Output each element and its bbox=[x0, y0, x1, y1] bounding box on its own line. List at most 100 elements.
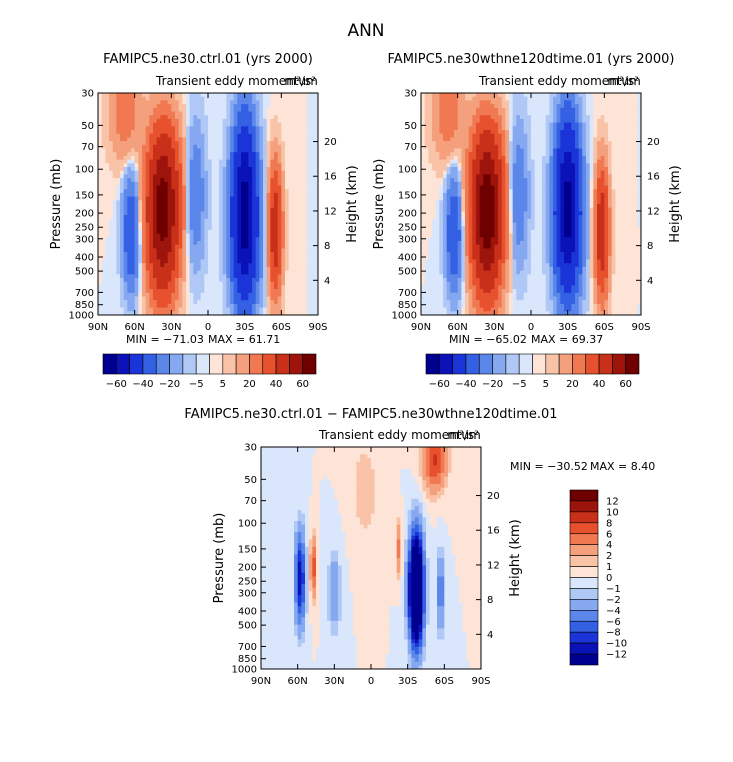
heatmap-cell bbox=[127, 100, 132, 105]
heatmap-cell bbox=[520, 115, 525, 120]
heatmap-cell bbox=[490, 118, 495, 123]
heatmap-cell bbox=[145, 148, 150, 153]
heatmap-cell bbox=[505, 111, 510, 116]
heatmap-cell bbox=[277, 196, 282, 201]
heatmap-cell bbox=[263, 281, 268, 286]
heatmap-cell bbox=[299, 189, 304, 194]
heatmap-cell bbox=[98, 118, 103, 123]
heatmap-cell bbox=[226, 126, 231, 131]
heatmap-cell bbox=[237, 218, 242, 223]
heatmap-cell bbox=[255, 159, 260, 164]
heatmap-cell bbox=[516, 100, 521, 105]
heatmap-cell bbox=[98, 218, 103, 223]
heatmap-cell bbox=[186, 244, 191, 249]
heatmap-cell bbox=[578, 130, 583, 135]
heatmap-cell bbox=[215, 311, 220, 316]
heatmap-cell bbox=[156, 222, 161, 227]
heatmap-cell bbox=[472, 163, 477, 168]
heatmap-cell bbox=[142, 189, 147, 194]
heatmap-cell bbox=[509, 107, 514, 112]
heatmap-cell bbox=[237, 292, 242, 297]
heatmap-cell bbox=[134, 300, 139, 305]
heatmap-cell bbox=[211, 278, 216, 283]
heatmap-cell bbox=[637, 159, 642, 164]
heatmap-cell bbox=[105, 274, 110, 279]
heatmap-cell bbox=[288, 215, 293, 220]
heatmap-cell bbox=[211, 204, 216, 209]
heatmap-cell bbox=[483, 148, 488, 153]
heatmap-cell bbox=[611, 93, 616, 98]
heatmap-cell bbox=[215, 259, 220, 264]
heatmap-cell bbox=[307, 163, 312, 168]
heatmap-cell bbox=[252, 96, 257, 101]
heatmap-cell bbox=[255, 96, 260, 101]
heatmap-cell bbox=[542, 96, 547, 101]
heatmap-cell bbox=[186, 296, 191, 301]
heatmap-cell bbox=[288, 303, 293, 308]
heatmap-cell bbox=[120, 178, 125, 183]
x-tick-label: 60N bbox=[125, 322, 145, 333]
heatmap-cell bbox=[208, 207, 213, 212]
heatmap-cell bbox=[197, 233, 202, 238]
heatmap-cell bbox=[465, 126, 470, 131]
heatmap-cell bbox=[211, 148, 216, 153]
heatmap-cell bbox=[468, 96, 473, 101]
heatmap-cell bbox=[178, 104, 183, 109]
heatmap-cell bbox=[175, 252, 180, 257]
heatmap-cell bbox=[101, 155, 106, 160]
heatmap-cell bbox=[310, 196, 315, 201]
heatmap-cell bbox=[178, 229, 183, 234]
heatmap-cell bbox=[608, 104, 613, 109]
heatmap-cell bbox=[109, 93, 114, 98]
heatmap-cell bbox=[255, 130, 260, 135]
heatmap-cell bbox=[219, 93, 224, 98]
heatmap-cell bbox=[443, 126, 448, 131]
heatmap-cell bbox=[248, 307, 253, 312]
heatmap-cell bbox=[186, 100, 191, 105]
heatmap-cell bbox=[299, 163, 304, 168]
heatmap-cell bbox=[175, 104, 180, 109]
heatmap-cell bbox=[615, 122, 620, 127]
heatmap-cell bbox=[285, 226, 290, 231]
heatmap-cell bbox=[501, 104, 506, 109]
heatmap-cell bbox=[226, 218, 231, 223]
heatmap-cell bbox=[531, 144, 536, 149]
heatmap-cell bbox=[127, 241, 132, 246]
heatmap-cell bbox=[314, 196, 319, 201]
heatmap-cell bbox=[226, 270, 231, 275]
heatmap-cell bbox=[200, 196, 205, 201]
heatmap-cell bbox=[145, 215, 150, 220]
chart-subtitle: Transient eddy momentum bbox=[478, 74, 641, 88]
heatmap-cell bbox=[266, 307, 271, 312]
heatmap-cell bbox=[512, 170, 517, 175]
heatmap-cell bbox=[299, 122, 304, 127]
heatmap-cell bbox=[578, 115, 583, 120]
heatmap-cell bbox=[310, 311, 315, 316]
heatmap-cell bbox=[531, 126, 536, 131]
heatmap-cell bbox=[633, 111, 638, 116]
heatmap-cell bbox=[586, 130, 591, 135]
heatmap-cell bbox=[222, 130, 227, 135]
heatmap-cell bbox=[509, 167, 514, 172]
heatmap-cell bbox=[208, 289, 213, 294]
heatmap-cell bbox=[120, 196, 125, 201]
heatmap-cell bbox=[127, 289, 132, 294]
heatmap-cell bbox=[432, 170, 437, 175]
heatmap-cell bbox=[112, 118, 117, 123]
heatmap-cell bbox=[531, 133, 536, 138]
heatmap-cell bbox=[259, 93, 264, 98]
heatmap-cell bbox=[288, 192, 293, 197]
heatmap-cell bbox=[109, 278, 114, 283]
heatmap-cell bbox=[252, 93, 257, 98]
heatmap-cell bbox=[303, 192, 308, 197]
heatmap-cell bbox=[149, 292, 154, 297]
heatmap-cell bbox=[204, 115, 209, 120]
heatmap-cell bbox=[274, 200, 279, 205]
heatmap-cell bbox=[241, 229, 246, 234]
heatmap-cell bbox=[597, 104, 602, 109]
heatmap-cell bbox=[266, 204, 271, 209]
heatmap-cell bbox=[556, 96, 561, 101]
heatmap-cell bbox=[299, 281, 304, 286]
heatmap-cell bbox=[219, 255, 224, 260]
heatmap-cell bbox=[241, 111, 246, 116]
